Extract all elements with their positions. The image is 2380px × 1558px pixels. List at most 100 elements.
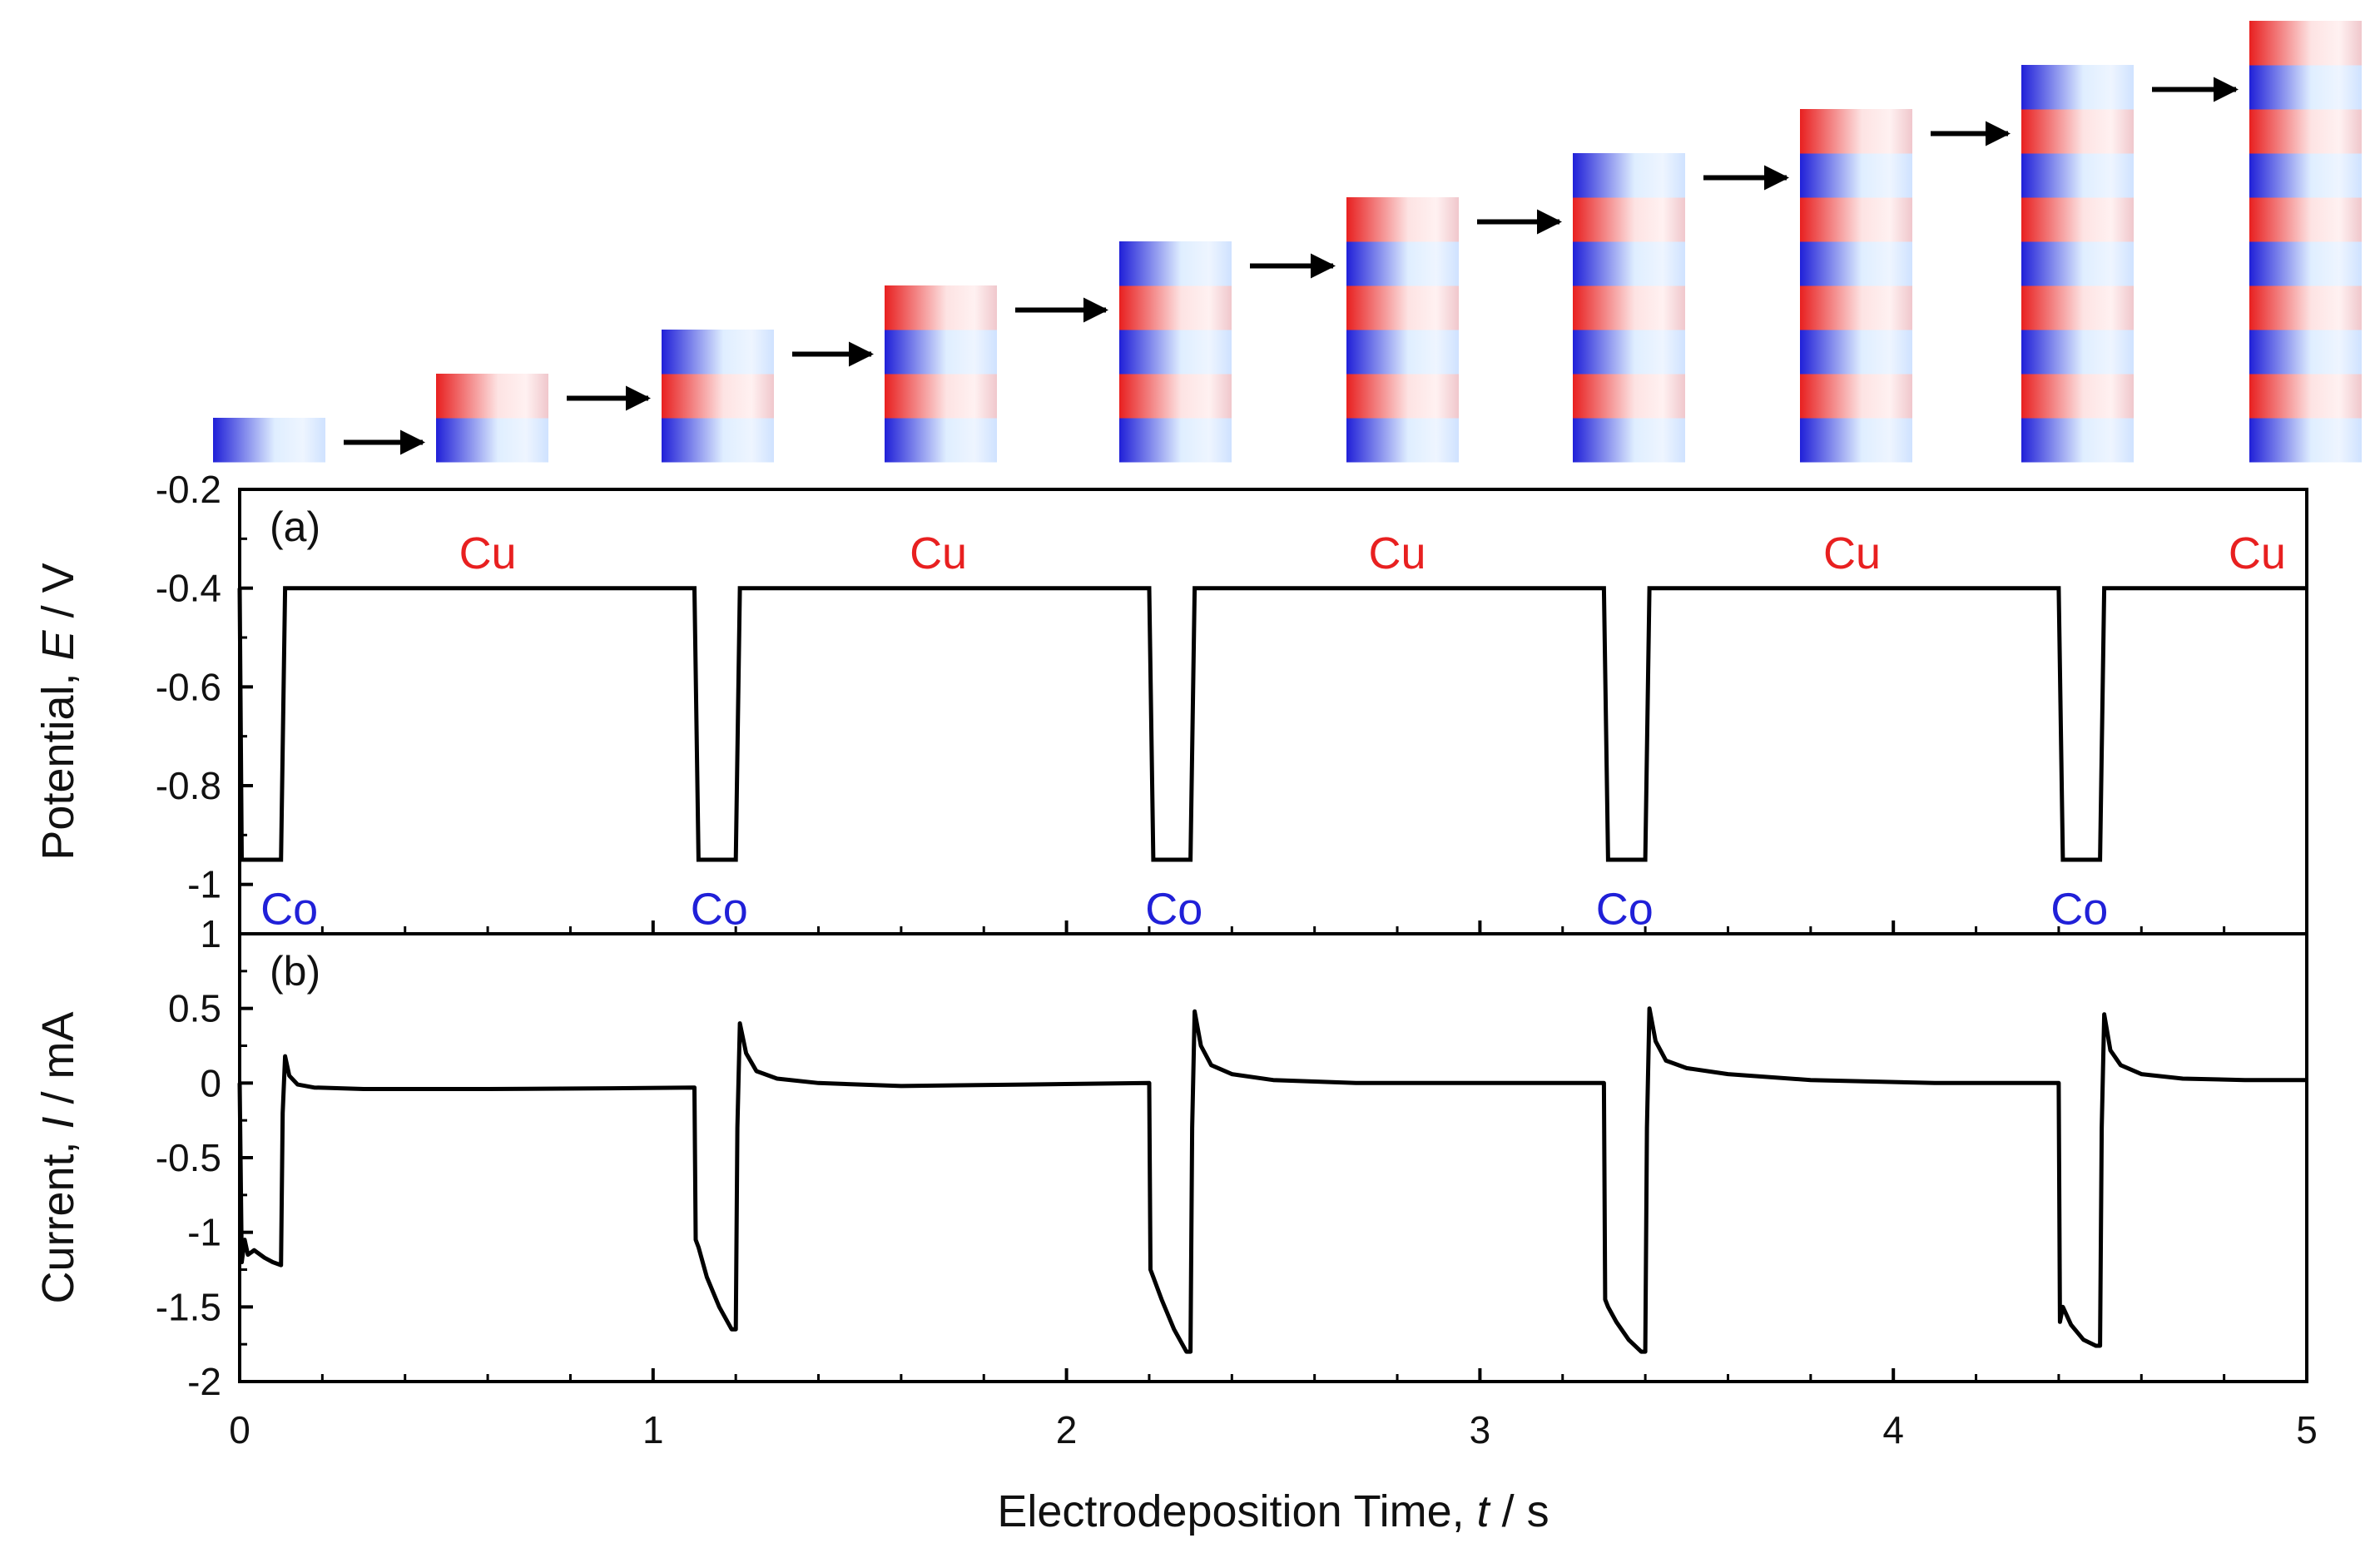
current-axis-title: Current, I / mA [33,1011,83,1303]
cu-layer [885,374,997,419]
co-layer [662,418,774,463]
co-layer [1573,418,1685,463]
cu-layer [436,374,548,419]
cu-layer [1800,285,1912,330]
co-layer [2249,153,2362,198]
co-layer [2249,65,2362,110]
potential-y-tick-label: -0.4 [156,567,221,610]
cu-layer [1800,197,1912,242]
time-x-tick-label: 2 [1056,1408,1078,1451]
co-layer [1800,330,1912,375]
metal-annotations: Cu Cu Cu Cu Cu Co Co Co Co Co [260,528,2286,934]
current-series-line [237,1006,2307,1354]
potential-plot-frame [238,488,2308,935]
cu-layer [2249,21,2362,66]
co-layer [213,418,325,463]
current-y-tick-label: 0 [200,1061,221,1104]
co-layer [1800,153,1912,198]
time-axis-title: Electrodeposition Time, t / s [997,1486,1549,1536]
co-label: Co [260,884,318,934]
co-layer [2021,153,2134,198]
co-label: Co [1145,884,1202,934]
layer-stack [662,330,774,463]
co-layer [2249,241,2362,286]
current-x-ticks: 0 1 2 3 4 5 [229,1368,2318,1451]
cu-label: Cu [1823,528,1881,578]
potential-x-ticks [238,920,2308,934]
time-x-tick-label: 5 [2296,1408,2318,1451]
current-y-tick-label: -2 [187,1360,221,1403]
panel-label-a: (a) [270,504,320,550]
current-y-tick-label: 1 [200,912,221,955]
layer-stack [1573,153,1685,463]
potential-y-ticks: -0.2 -0.4 -0.6 -0.8 -1 [156,468,253,935]
cu-layer [1800,109,1912,154]
cu-layer [2021,109,2134,154]
potential-y-tick-label: -0.6 [156,665,221,708]
cu-layer [2249,197,2362,242]
co-label: Co [691,884,748,934]
layer-stack [2249,21,2362,463]
time-x-tick-label: 3 [1470,1408,1491,1451]
cu-layer [1346,285,1459,330]
cu-label: Cu [910,528,967,578]
co-label: Co [1596,884,1654,934]
co-layer [436,418,548,463]
potential-series-line [237,586,2307,862]
co-layer [2249,330,2362,375]
co-layer [1119,330,1232,375]
panel-label-b: (b) [270,948,320,995]
cu-layer [2249,285,2362,330]
co-layer [1346,418,1459,463]
cu-layer [2021,197,2134,242]
time-x-tick-label: 1 [642,1408,664,1451]
cu-layer [2021,374,2134,419]
co-layer [1800,418,1912,463]
current-y-tick-label: -0.5 [156,1136,221,1179]
layer-stack-illustration [213,21,2362,463]
cu-label: Cu [459,528,517,578]
co-label: Co [2050,884,2108,934]
current-plot-frame [238,932,2308,1383]
co-layer [2021,418,2134,463]
layer-stack [2021,65,2134,463]
co-layer [1346,330,1459,375]
layer-stack [213,418,325,463]
layer-stack [885,285,997,463]
co-layer [1119,418,1232,463]
cu-layer [2249,109,2362,154]
cu-layer [1800,374,1912,419]
cu-layer [885,285,997,330]
co-layer [1346,241,1459,286]
cu-layer [2021,285,2134,330]
co-layer [1573,241,1685,286]
layer-stack [1346,197,1459,463]
cu-label: Cu [1369,528,1426,578]
cu-layer [1573,374,1685,419]
cu-layer [1346,197,1459,242]
potential-y-tick-label: -0.8 [156,764,221,807]
time-x-tick-label: 0 [229,1408,250,1451]
cu-layer [662,374,774,419]
co-layer [1573,153,1685,198]
current-y-tick-label: -1.5 [156,1285,221,1328]
co-layer [1573,330,1685,375]
co-layer [2021,330,2134,375]
cu-layer [1573,285,1685,330]
potential-y-tick-label: -1 [187,863,221,906]
cu-layer [2249,374,2362,419]
current-panel: 1 0.5 0 -0.5 -1 -1.5 -2 0 1 2 3 4 5 (b) Current, I … [33,912,2318,1536]
co-layer [662,330,774,375]
layer-stack [1119,241,1232,463]
cu-layer [1119,285,1232,330]
cu-layer [1119,374,1232,419]
cu-label: Cu [2229,528,2286,578]
co-layer [1800,241,1912,286]
cu-layer [1346,374,1459,419]
co-layer [2021,241,2134,286]
potential-y-tick-label: -0.2 [156,468,221,511]
time-x-tick-label: 4 [1882,1408,1904,1451]
co-layer [1119,241,1232,286]
